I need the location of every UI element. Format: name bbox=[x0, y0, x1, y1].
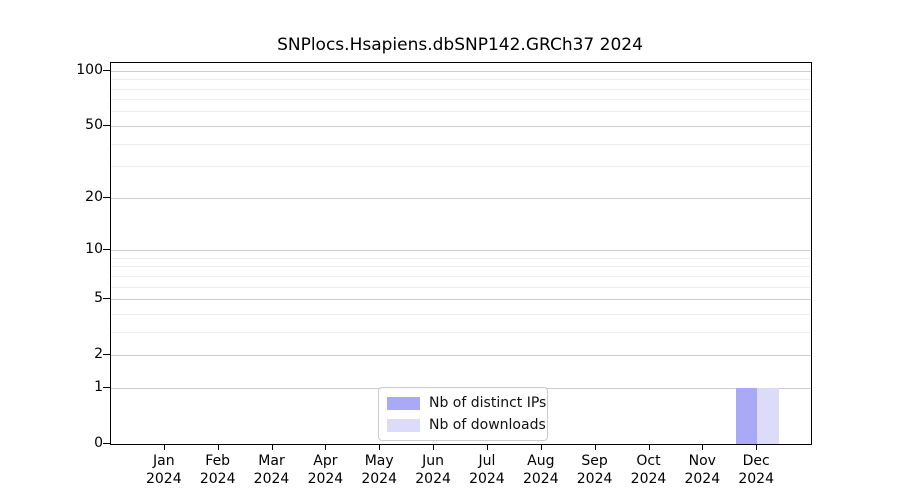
legend-item-downloads: Nb of downloads bbox=[387, 414, 546, 436]
y-tick-label-0: 0 bbox=[94, 435, 103, 451]
x-tick-label-apr: Apr 2024 bbox=[307, 453, 344, 487]
legend-swatch-distinct-ips bbox=[387, 396, 420, 410]
major-gridline-2 bbox=[111, 355, 811, 357]
x-tick-mark-may bbox=[379, 444, 381, 450]
minor-gridline-80 bbox=[111, 88, 811, 90]
y-tick-label-50: 50 bbox=[85, 116, 103, 133]
x-tick-label-oct: Oct 2024 bbox=[630, 453, 667, 487]
y-tick-label-5: 5 bbox=[94, 290, 103, 306]
x-tick-mark-jun bbox=[433, 444, 435, 450]
major-gridline-50 bbox=[111, 125, 811, 127]
legend-label-distinct-ips: Nb of distinct IPs bbox=[429, 395, 547, 411]
y-tick-mark-2 bbox=[103, 354, 110, 356]
major-gridline-10 bbox=[111, 250, 811, 251]
x-tick-mark-sep bbox=[594, 444, 596, 450]
bar-nb-of-distinct-ips-dec bbox=[735, 387, 758, 444]
x-tick-mark-apr bbox=[325, 444, 327, 450]
minor-gridline-7 bbox=[111, 275, 811, 277]
legend: Nb of distinct IPs Nb of downloads bbox=[378, 387, 548, 441]
x-tick-label-mar: Mar 2024 bbox=[253, 453, 290, 487]
x-tick-mark-nov bbox=[702, 444, 704, 450]
y-tick-label-100: 100 bbox=[76, 61, 103, 78]
x-tick-mark-oct bbox=[648, 444, 650, 450]
y-tick-label-20: 20 bbox=[85, 188, 103, 205]
minor-gridline-30 bbox=[111, 166, 811, 168]
x-tick-label-jul: Jul 2024 bbox=[469, 453, 505, 487]
x-tick-mark-mar bbox=[271, 444, 273, 450]
minor-gridline-40 bbox=[111, 143, 811, 145]
x-tick-label-feb: Feb 2024 bbox=[199, 453, 236, 487]
y-tick-mark-0 bbox=[103, 443, 110, 444]
y-tick-label-10: 10 bbox=[85, 241, 103, 257]
x-tick-label-jun: Jun 2024 bbox=[415, 453, 451, 487]
bar-nb-of-downloads-dec bbox=[757, 387, 779, 444]
minor-gridline-9 bbox=[111, 257, 811, 259]
x-tick-label-aug: Aug 2024 bbox=[522, 453, 559, 487]
y-tick-label-2: 2 bbox=[94, 346, 103, 363]
legend-item-distinct-ips: Nb of distinct IPs bbox=[387, 392, 546, 414]
y-tick-mark-20 bbox=[103, 196, 110, 198]
chart-title: SNPlocs.Hsapiens.dbSNP142.GRCh37 2024 bbox=[277, 35, 643, 55]
x-tick-label-may: May 2024 bbox=[361, 453, 397, 487]
minor-gridline-60 bbox=[111, 111, 811, 113]
x-tick-mark-dec bbox=[756, 444, 758, 450]
x-tick-mark-aug bbox=[540, 444, 542, 450]
plot-area bbox=[110, 62, 812, 445]
x-tick-label-jan: Jan 2024 bbox=[145, 453, 182, 487]
minor-gridline-4 bbox=[111, 313, 811, 315]
x-tick-mark-jan bbox=[163, 444, 165, 450]
minor-gridline-90 bbox=[111, 79, 811, 81]
y-tick-mark-100 bbox=[103, 69, 110, 71]
x-tick-mark-jul bbox=[486, 444, 488, 450]
x-tick-label-nov: Nov 2024 bbox=[684, 453, 721, 487]
y-tick-mark-1 bbox=[103, 386, 110, 388]
minor-gridline-6 bbox=[111, 286, 811, 288]
legend-swatch-downloads bbox=[387, 418, 420, 432]
y-tick-mark-50 bbox=[103, 124, 110, 126]
y-tick-mark-10 bbox=[103, 249, 110, 250]
minor-gridline-8 bbox=[111, 266, 811, 268]
x-tick-label-sep: Sep 2024 bbox=[576, 453, 613, 487]
legend-label-downloads: Nb of downloads bbox=[429, 417, 546, 433]
x-tick-label-dec: Dec 2024 bbox=[738, 453, 774, 487]
minor-gridline-3 bbox=[111, 331, 811, 333]
y-tick-mark-5 bbox=[103, 298, 110, 299]
major-gridline-5 bbox=[111, 299, 811, 300]
major-gridline-100 bbox=[111, 70, 811, 72]
minor-gridline-70 bbox=[111, 99, 811, 101]
x-tick-mark-feb bbox=[217, 444, 219, 450]
major-gridline-20 bbox=[111, 197, 811, 199]
y-tick-label-1: 1 bbox=[94, 378, 103, 395]
